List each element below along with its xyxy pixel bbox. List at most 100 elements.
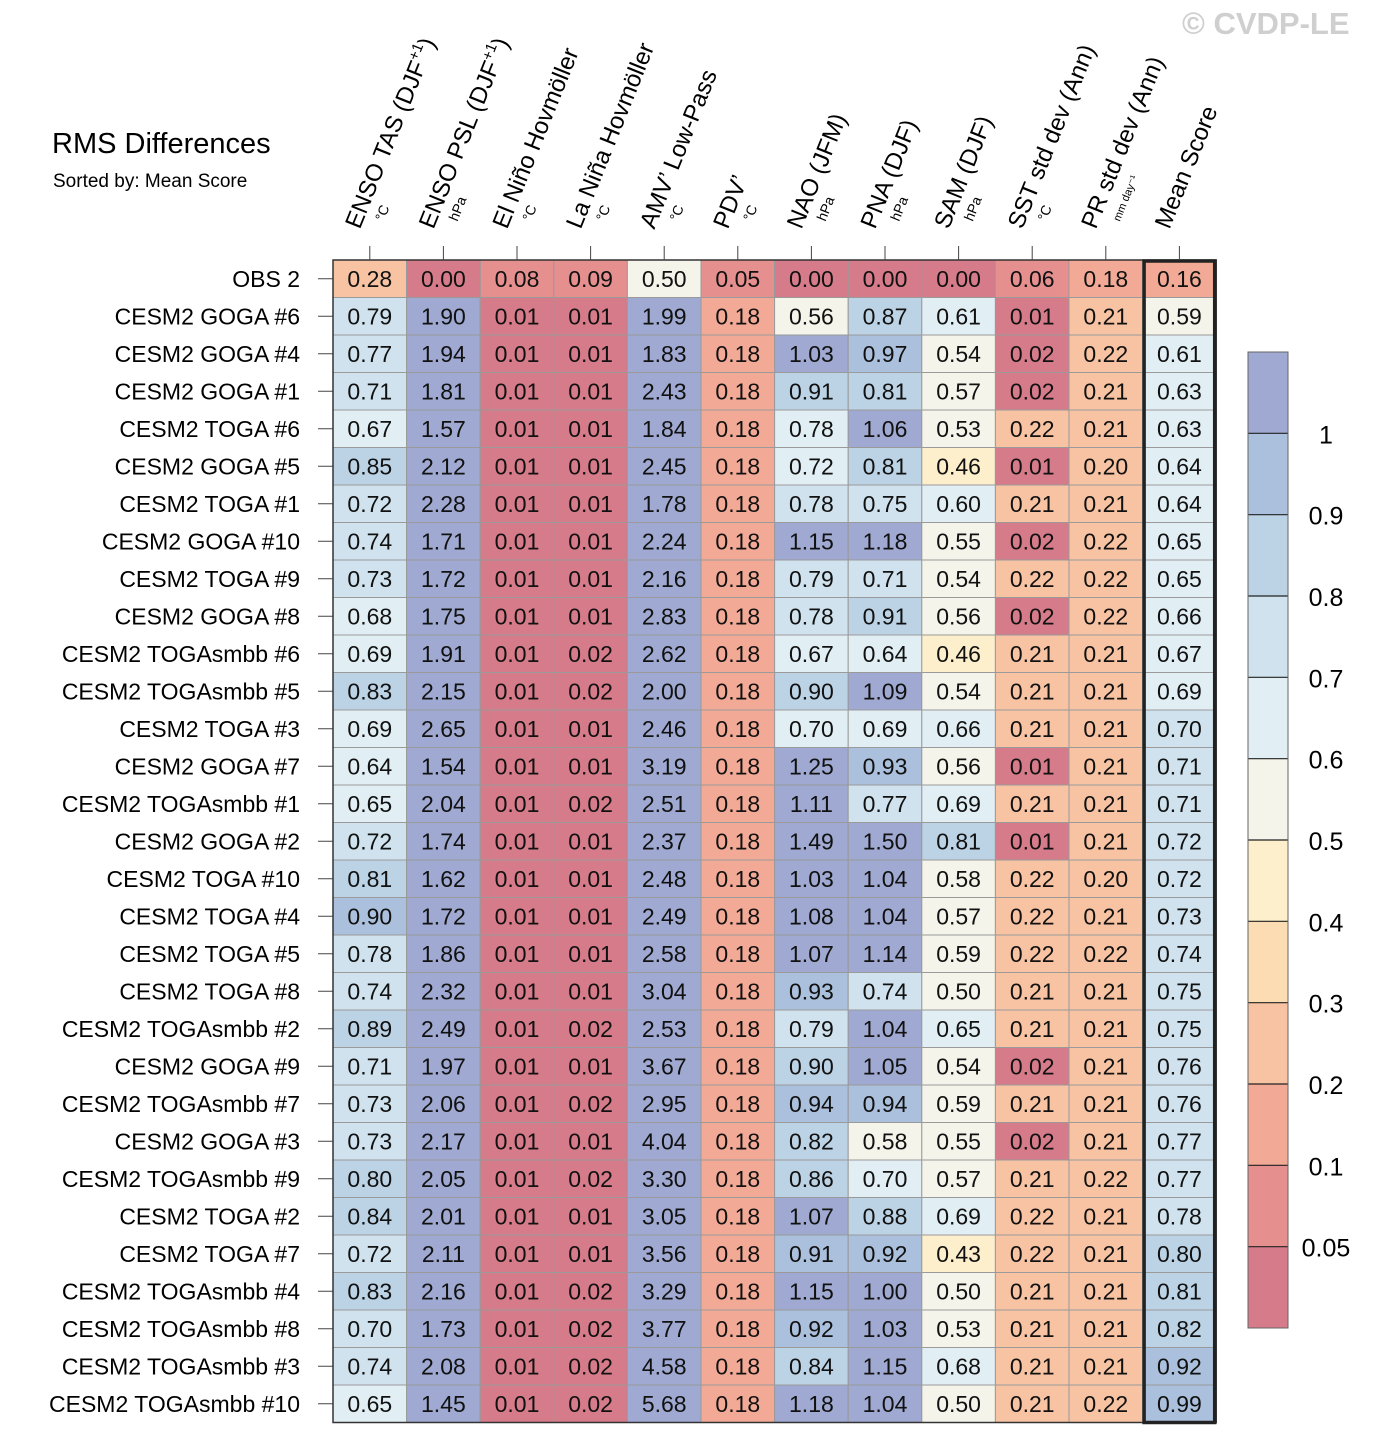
heatmap-cell <box>847 822 923 861</box>
colorbar-segment <box>1248 1165 1288 1247</box>
cell-value: 0.21 <box>1010 491 1055 517</box>
heatmap-cell <box>332 559 408 598</box>
heatmap-cell <box>700 822 776 861</box>
cell-value: 0.01 <box>495 941 540 967</box>
row-label: CESM2 GOGA #7 <box>115 753 300 779</box>
cell-value: 0.20 <box>1083 866 1128 892</box>
cell-value: 1.07 <box>789 1203 834 1229</box>
cell-value: 1.15 <box>789 1278 834 1304</box>
cell-value: 0.22 <box>1010 416 1055 442</box>
heatmap-cell <box>994 1309 1070 1348</box>
cell-value: 0.01 <box>495 1128 540 1154</box>
cell-value: 2.37 <box>642 828 687 854</box>
heatmap-cell <box>921 1272 996 1311</box>
cell-value: 0.70 <box>347 1316 392 1342</box>
cell-value: 0.74 <box>1157 941 1202 967</box>
cell-value: 0.63 <box>1157 416 1202 442</box>
cell-value: 0.02 <box>1010 603 1055 629</box>
heatmap-cell <box>553 747 628 786</box>
cell-value: 0.01 <box>1010 753 1055 779</box>
cell-value: 0.22 <box>1083 341 1128 367</box>
cell-value: 0.81 <box>863 378 908 404</box>
cell-value: 4.58 <box>642 1353 687 1379</box>
cell-value: 1.83 <box>642 341 687 367</box>
cell-value: 0.01 <box>495 1091 540 1117</box>
heatmap-cell <box>994 1047 1070 1086</box>
heatmap-cell <box>994 672 1070 711</box>
heatmap-cell <box>700 484 776 523</box>
cell-value: 0.01 <box>568 603 613 629</box>
cell-value: 0.69 <box>936 1203 981 1229</box>
cell-value: 0.90 <box>789 678 834 704</box>
cell-value: 0.21 <box>1083 303 1128 329</box>
heatmap-cell <box>1068 972 1144 1011</box>
heatmap-cell <box>406 297 481 336</box>
heatmap-cell <box>1068 259 1144 298</box>
heatmap-cell <box>553 1347 628 1386</box>
cell-value: 0.67 <box>789 641 834 667</box>
heatmap-cell <box>553 409 628 448</box>
cell-value: 2.83 <box>642 603 687 629</box>
cell-value: 0.02 <box>1010 378 1055 404</box>
heatmap-cell <box>994 634 1070 673</box>
cell-value: 0.02 <box>568 1278 613 1304</box>
cell-value: 3.30 <box>642 1166 687 1192</box>
heatmap-cell <box>994 559 1070 598</box>
heatmap-cell <box>332 747 408 786</box>
cell-value: 0.77 <box>863 791 908 817</box>
cell-value: 0.01 <box>495 716 540 742</box>
colorbar-tick-label: 0.05 <box>1302 1235 1351 1263</box>
cell-value: 0.46 <box>936 641 981 667</box>
cell-value: 0.63 <box>1157 378 1202 404</box>
cell-value: 3.29 <box>642 1278 687 1304</box>
cell-value: 0.78 <box>347 941 392 967</box>
cell-value: 0.21 <box>1083 1353 1128 1379</box>
cell-value: 0.66 <box>1157 603 1202 629</box>
heatmap-cell <box>626 784 702 823</box>
heatmap-cell <box>553 709 628 748</box>
cell-value: 0.78 <box>789 603 834 629</box>
cell-value: 3.05 <box>642 1203 687 1229</box>
heatmap-cell <box>332 709 408 748</box>
colorbar-segment <box>1248 677 1288 759</box>
heatmap-cell <box>332 934 408 973</box>
colorbar-tick-label: 0.4 <box>1309 909 1344 937</box>
colorbar-segment <box>1248 921 1288 1003</box>
cell-value: 0.21 <box>1083 378 1128 404</box>
heatmap-cell <box>921 934 996 973</box>
cell-value: 0.18 <box>715 828 760 854</box>
heatmap-cell <box>1068 1309 1144 1348</box>
heatmap-cell <box>994 1084 1070 1123</box>
row-label: CESM2 TOGAsmbb #8 <box>62 1316 300 1342</box>
heatmap-cell <box>626 1084 702 1123</box>
cell-value: 2.65 <box>421 716 466 742</box>
cell-value: 0.91 <box>789 1241 834 1267</box>
cell-value: 1.90 <box>421 303 466 329</box>
heatmap-cell <box>406 372 481 411</box>
cell-value: 0.50 <box>642 266 687 292</box>
column-unit: °C <box>740 203 761 224</box>
colorbar-segment <box>1248 514 1288 596</box>
row-label: CESM2 TOGAsmbb #7 <box>62 1091 300 1117</box>
chart-title: RMS Differences <box>52 128 271 160</box>
cell-value: 0.21 <box>1010 1316 1055 1342</box>
heatmap-cell <box>406 1384 481 1423</box>
heatmap-cell <box>1142 597 1217 636</box>
heatmap-cell <box>626 484 702 523</box>
heatmap-cell <box>406 522 481 561</box>
cell-value: 0.01 <box>568 416 613 442</box>
cell-value: 0.02 <box>568 1391 613 1417</box>
colorbar-tick-label: 0.3 <box>1309 991 1344 1019</box>
cell-value: 0.78 <box>789 491 834 517</box>
cell-value: 0.21 <box>1083 791 1128 817</box>
cell-value: 0.01 <box>568 378 613 404</box>
cell-value: 0.01 <box>495 453 540 479</box>
cell-value: 0.01 <box>568 978 613 1004</box>
heatmap-cell <box>700 1047 776 1086</box>
row-label: CESM2 GOGA #4 <box>115 341 301 367</box>
cell-value: 0.59 <box>1157 303 1202 329</box>
cell-value: 0.18 <box>715 941 760 967</box>
cell-value: 0.73 <box>347 1091 392 1117</box>
cell-value: 0.55 <box>936 528 981 554</box>
cell-value: 0.18 <box>715 641 760 667</box>
